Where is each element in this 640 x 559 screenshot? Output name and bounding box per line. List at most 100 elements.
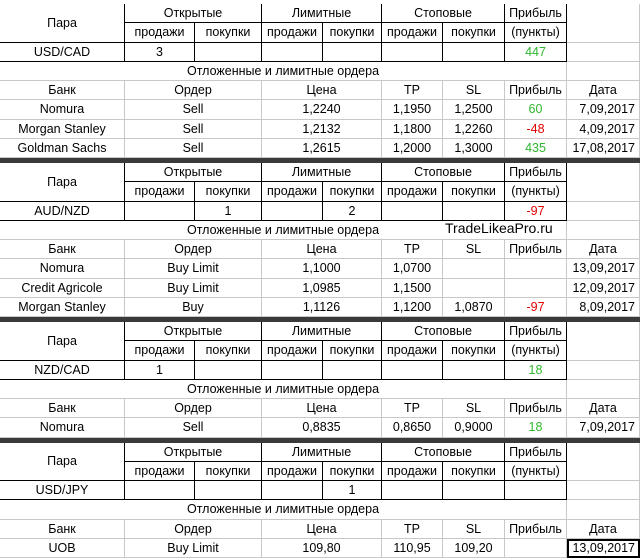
pair: USD/CAD: [0, 42, 125, 62]
sub-header: покупки: [195, 341, 262, 361]
order-order: Buy: [125, 297, 262, 317]
profit-unit: (пункты): [505, 23, 567, 43]
section-title: Отложенные и лимитные ордера: [0, 61, 567, 81]
order-profit: -97: [505, 297, 567, 317]
order-tp: 1,1200: [382, 297, 443, 317]
sub-header: покупки: [195, 23, 262, 43]
order-bank: Morgan Stanley: [0, 119, 125, 139]
order-date: 13,09,2017: [567, 259, 640, 279]
blank-cell: [567, 4, 640, 43]
profit-header: Прибыль: [505, 322, 567, 342]
order-header: Прибыль: [505, 519, 567, 539]
sub-header: продажи: [262, 182, 323, 202]
order-sl: 1,2260: [443, 119, 505, 139]
order-sl: 109,20: [443, 538, 505, 558]
order-header: Ордер: [125, 519, 262, 539]
order-tp: 110,95: [382, 538, 443, 558]
order-bank: Credit Agricole: [0, 278, 125, 298]
sub-header: продажи: [125, 461, 195, 481]
blank-cell: [567, 481, 640, 501]
order-date: 4,09,2017: [567, 119, 640, 139]
profit: -97: [505, 201, 567, 221]
order-order: Buy Limit: [125, 259, 262, 279]
order-date: 7,09,2017: [567, 418, 640, 438]
sub-header: продажи: [382, 23, 443, 43]
order-header: TP: [382, 399, 443, 419]
position-count: [323, 42, 382, 62]
sub-header: покупки: [443, 182, 505, 202]
position-count: 1: [323, 481, 382, 501]
blank-cell: [567, 322, 640, 361]
order-price: 1,1000: [262, 259, 382, 279]
position-count: 3: [125, 42, 195, 62]
pair-header: Пара: [0, 322, 125, 361]
position-count: [195, 481, 262, 501]
order-profit: [505, 538, 567, 558]
order-tp: 1,0700: [382, 259, 443, 279]
order-order: Sell: [125, 418, 262, 438]
position-count: [262, 360, 323, 380]
order-header: TP: [382, 81, 443, 101]
sub-header: покупки: [195, 182, 262, 202]
block-separator: [0, 317, 640, 322]
blank-cell: [567, 500, 640, 520]
position-count: [382, 481, 443, 501]
order-header: TP: [382, 240, 443, 260]
position-count: [382, 42, 443, 62]
order-header: SL: [443, 519, 505, 539]
order-profit: [505, 259, 567, 279]
order-price: 0,8835: [262, 418, 382, 438]
order-sl: 1,2500: [443, 100, 505, 120]
pair-header: Пара: [0, 163, 125, 202]
sub-header: продажи: [262, 461, 323, 481]
group-header: Открытые: [125, 163, 262, 183]
profit: [505, 481, 567, 501]
sub-header: покупки: [323, 23, 382, 43]
order-date: 17,08,2017: [567, 138, 640, 158]
order-header: Дата: [567, 240, 640, 260]
order-header: Цена: [262, 240, 382, 260]
position-count: [443, 42, 505, 62]
order-header: Дата: [567, 399, 640, 419]
section-title: Отложенные и лимитные ордера: [0, 500, 567, 520]
group-header: Лимитные: [262, 322, 382, 342]
order-header: Банк: [0, 81, 125, 101]
sub-header: покупки: [443, 23, 505, 43]
profit-unit: (пункты): [505, 341, 567, 361]
position-count: [125, 481, 195, 501]
order-order: Sell: [125, 100, 262, 120]
order-price: 1,2132: [262, 119, 382, 139]
order-profit: 18: [505, 418, 567, 438]
order-price: 1,2240: [262, 100, 382, 120]
pair-header: Пара: [0, 442, 125, 481]
group-header: Стоповые: [382, 322, 505, 342]
order-tp: 1,2000: [382, 138, 443, 158]
sub-header: продажи: [262, 23, 323, 43]
sub-header: покупки: [195, 461, 262, 481]
order-header: Цена: [262, 81, 382, 101]
position-count: [443, 481, 505, 501]
order-header: Банк: [0, 240, 125, 260]
blank-cell: [567, 442, 640, 481]
order-header: Цена: [262, 519, 382, 539]
position-count: 2: [323, 201, 382, 221]
order-date: 8,09,2017: [567, 297, 640, 317]
order-profit: [505, 278, 567, 298]
order-bank: Nomura: [0, 259, 125, 279]
group-header: Лимитные: [262, 4, 382, 24]
order-date: 13,09,2017: [567, 538, 640, 558]
order-order: Sell: [125, 119, 262, 139]
group-header: Стоповые: [382, 442, 505, 462]
sub-header: продажи: [262, 341, 323, 361]
blank-cell: [567, 61, 640, 81]
position-count: [382, 201, 443, 221]
order-profit: -48: [505, 119, 567, 139]
blank-cell: [567, 220, 640, 240]
position-count: [125, 201, 195, 221]
sub-header: продажи: [125, 23, 195, 43]
position-count: 1: [125, 360, 195, 380]
order-bank: Morgan Stanley: [0, 297, 125, 317]
position-count: [323, 360, 382, 380]
profit-header: Прибыль: [505, 163, 567, 183]
